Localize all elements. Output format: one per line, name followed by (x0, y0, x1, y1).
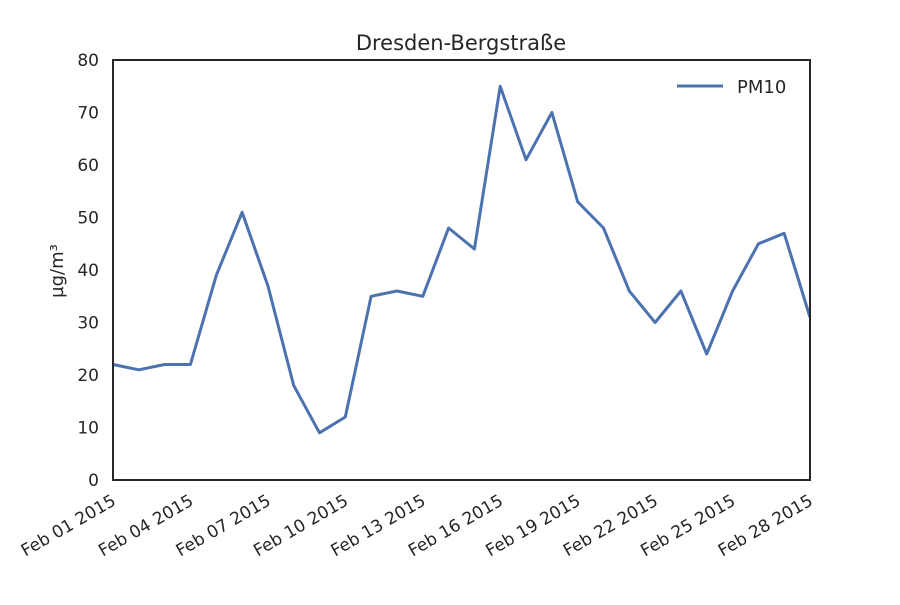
y-axis-label: µg/m³ (47, 244, 68, 298)
y-tick-label: 60 (77, 156, 99, 176)
y-tick-label: 80 (77, 51, 99, 71)
y-axis-ticks: 0 10 20 30 40 50 60 70 80 (77, 51, 99, 491)
chart-title: Dresden-Bergstraße (356, 31, 566, 55)
series-line-pm10 (113, 86, 810, 433)
legend: PM10 (677, 77, 786, 98)
y-tick-label: 30 (77, 314, 99, 334)
y-tick-label: 20 (77, 366, 99, 386)
y-tick-label: 10 (77, 419, 99, 439)
y-tick-label: 0 (88, 471, 99, 491)
y-tick-label: 40 (77, 261, 99, 281)
y-tick-label: 50 (77, 209, 99, 229)
y-tick-label: 70 (77, 104, 99, 124)
plot-area (113, 86, 810, 433)
legend-label-pm10: PM10 (737, 77, 786, 98)
